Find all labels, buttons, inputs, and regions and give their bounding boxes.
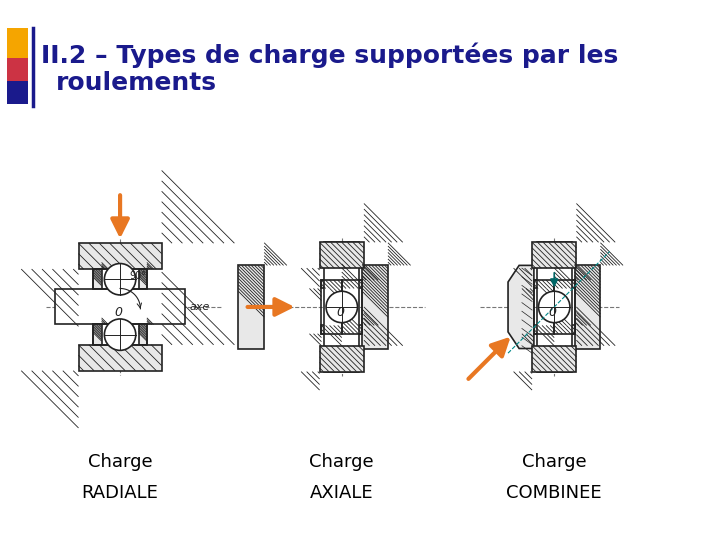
- Text: AXIALE: AXIALE: [310, 484, 374, 502]
- Bar: [532, 346, 577, 372]
- Polygon shape: [508, 265, 534, 348]
- Bar: [342, 280, 362, 288]
- Bar: [78, 345, 162, 370]
- Text: Charge: Charge: [522, 453, 587, 471]
- Bar: [534, 326, 554, 334]
- Bar: [342, 280, 362, 334]
- Circle shape: [104, 319, 136, 350]
- Text: II.2 – Types de charge supportées par les: II.2 – Types de charge supportées par le…: [40, 43, 618, 69]
- Bar: [532, 242, 577, 268]
- Circle shape: [539, 291, 570, 323]
- Bar: [534, 280, 554, 334]
- Text: axe: axe: [189, 302, 210, 312]
- Bar: [554, 280, 575, 334]
- Text: 0: 0: [114, 306, 122, 319]
- Bar: [7, 28, 27, 58]
- Text: roulements: roulements: [55, 71, 217, 96]
- Bar: [534, 280, 554, 288]
- Bar: [94, 325, 102, 345]
- Bar: [324, 242, 359, 372]
- Bar: [78, 243, 162, 269]
- Bar: [138, 325, 147, 345]
- Bar: [342, 326, 362, 334]
- Bar: [321, 326, 342, 334]
- Bar: [94, 325, 147, 345]
- Bar: [55, 289, 185, 325]
- Bar: [320, 242, 364, 268]
- Bar: [536, 242, 572, 372]
- Bar: [7, 58, 27, 80]
- Bar: [575, 265, 600, 348]
- Circle shape: [104, 264, 136, 295]
- Bar: [321, 280, 342, 288]
- Text: RADIALE: RADIALE: [81, 484, 158, 502]
- Text: Charge: Charge: [310, 453, 374, 471]
- Text: 0: 0: [336, 306, 344, 319]
- Text: 90°: 90°: [130, 271, 146, 281]
- Text: COMBINEE: COMBINEE: [506, 484, 602, 502]
- Circle shape: [326, 291, 357, 323]
- Bar: [238, 265, 264, 348]
- Bar: [94, 269, 147, 289]
- Bar: [362, 265, 388, 348]
- Text: 0: 0: [549, 306, 557, 319]
- Bar: [320, 346, 364, 372]
- Bar: [321, 280, 342, 334]
- Bar: [554, 326, 575, 334]
- Bar: [7, 80, 27, 104]
- Bar: [554, 280, 575, 288]
- Bar: [94, 269, 102, 289]
- Text: Charge: Charge: [88, 453, 153, 471]
- Bar: [138, 269, 147, 289]
